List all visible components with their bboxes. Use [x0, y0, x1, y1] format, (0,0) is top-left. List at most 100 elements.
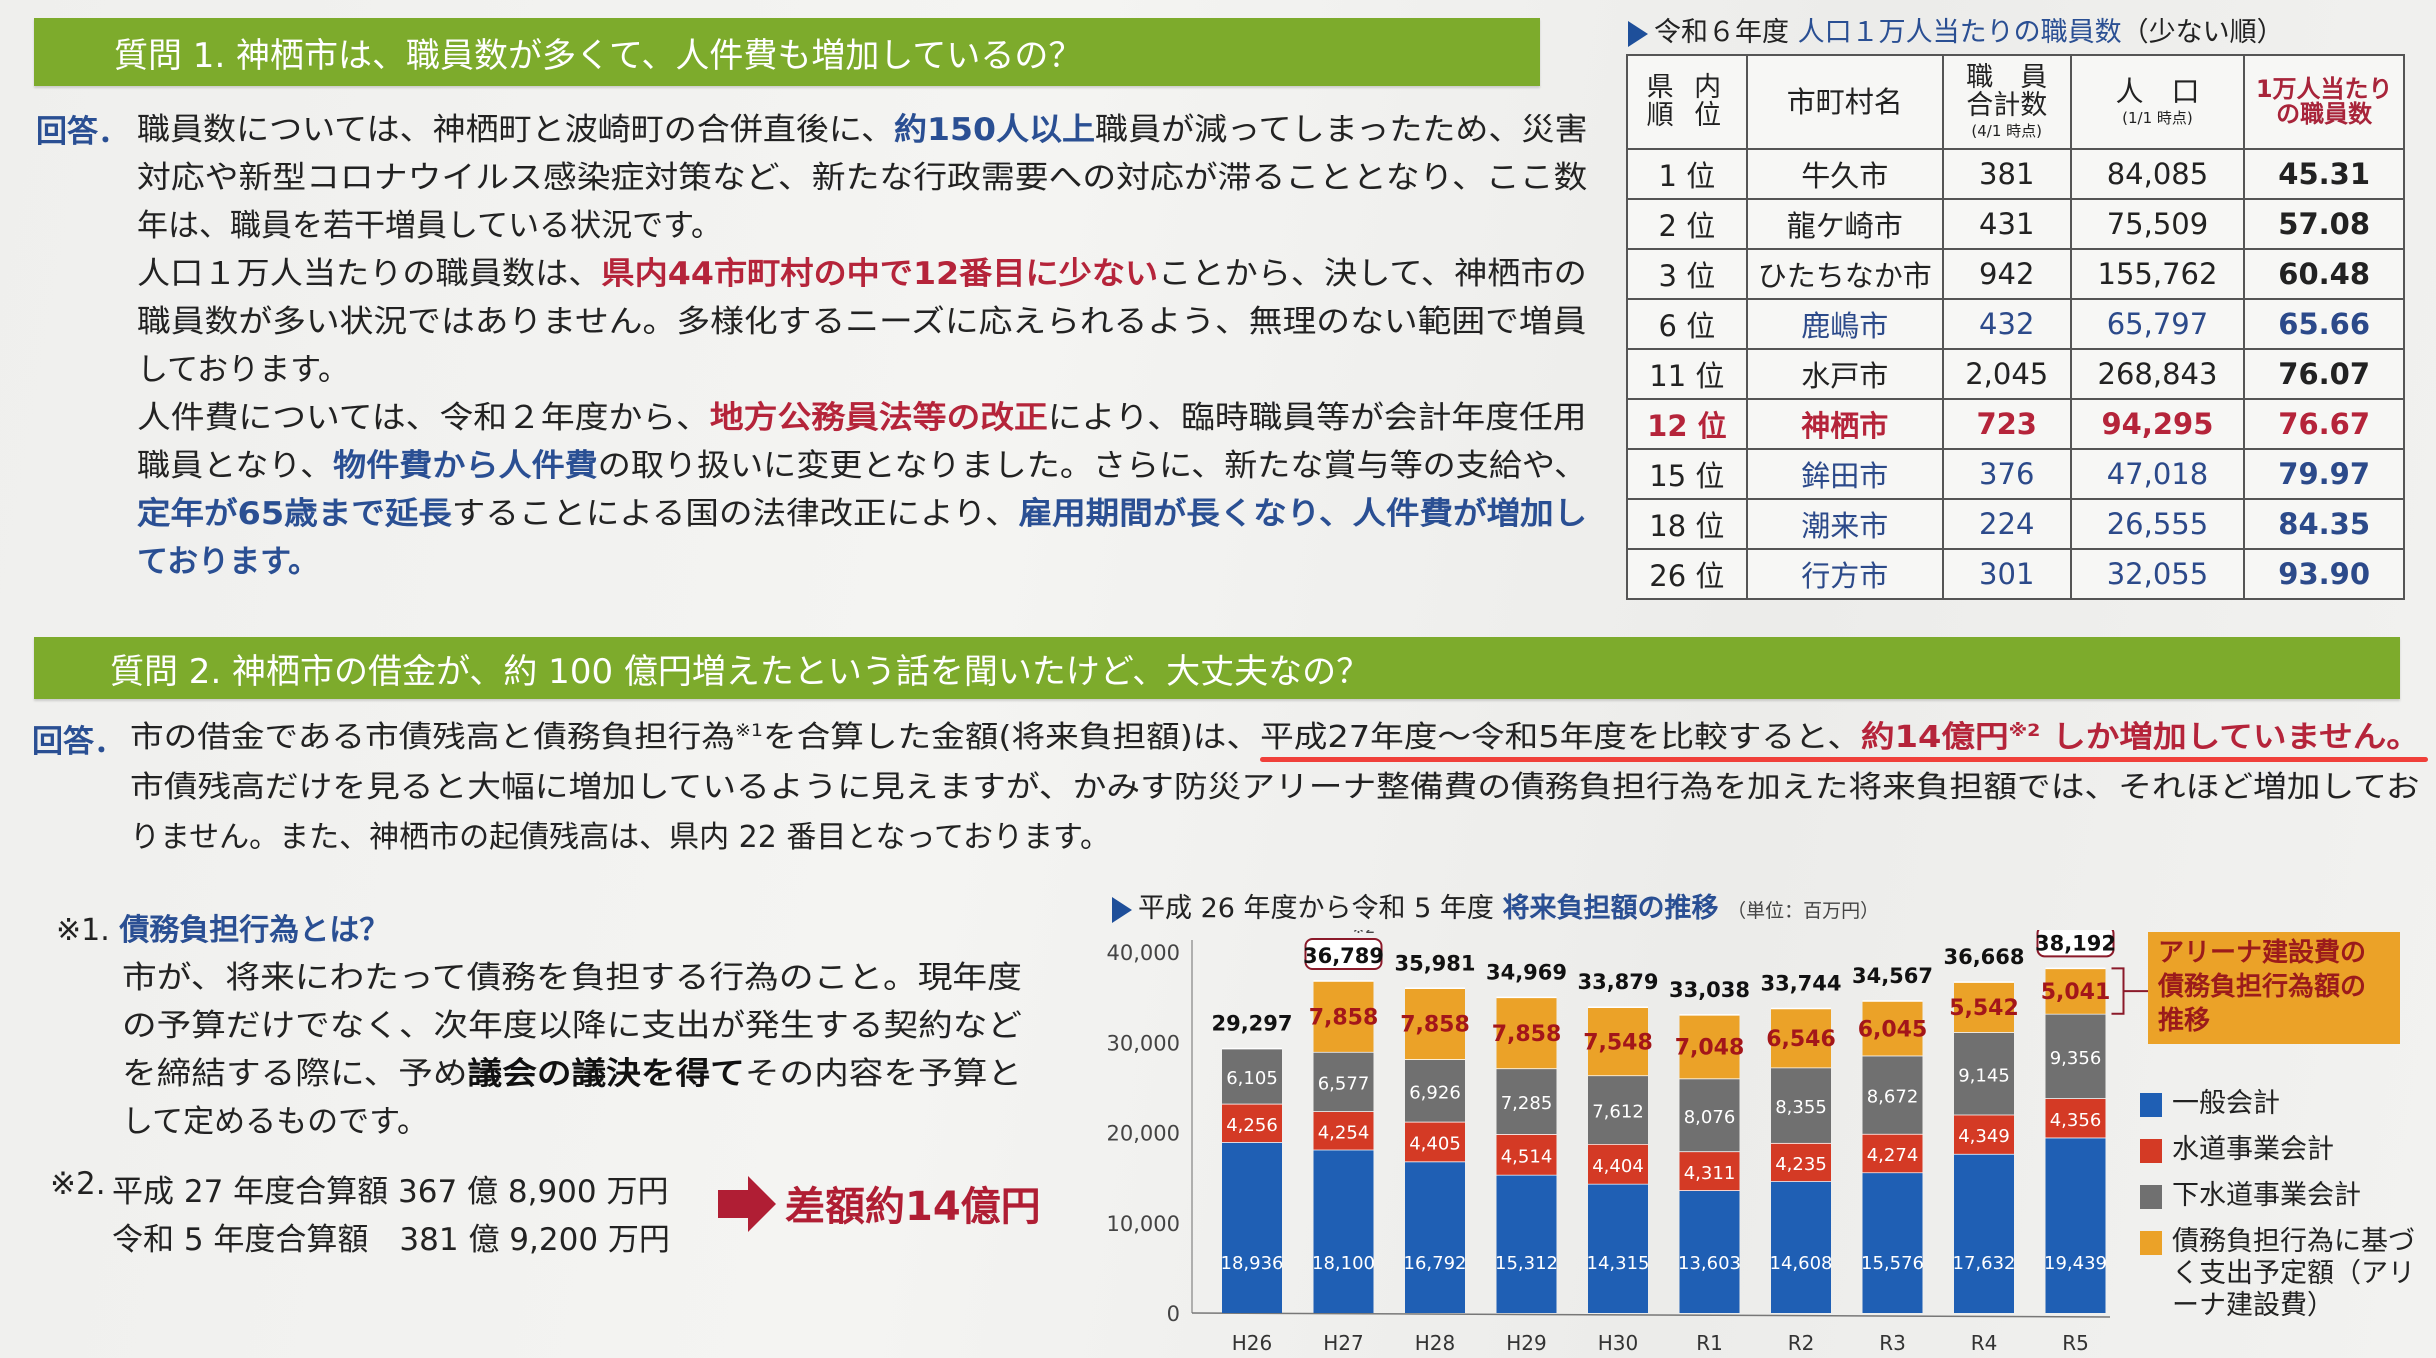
text-line: 年は、職員を若干増員している状況です。: [137, 200, 722, 245]
bar-total-label: 34,969: [1486, 960, 1567, 984]
bar-segment: [1496, 1174, 1557, 1313]
text-line: 平成 27 年度合算額 367 億 8,900 万円: [112, 1166, 669, 1211]
x-tick-label: R3: [1879, 1331, 1906, 1355]
bar-segment: [1313, 980, 1374, 1052]
bar-total-label: 34,567: [1852, 964, 1933, 988]
table-row: 3 位ひたちなか市 942 155,762 60.48: [1626, 248, 2405, 300]
table-title-prefix: 令和６年度: [1654, 17, 1789, 48]
bar-segment: [1954, 1032, 2014, 1115]
text-segment: の予算だけでなく、次年度以降に支出が発生する契約など: [122, 1008, 1022, 1044]
cell-staff: 301: [1941, 548, 2072, 600]
segment-value-label: 9,145: [1958, 1065, 2010, 1086]
segment-value-label: 7,612: [1592, 1102, 1644, 1123]
cell-population: 26,555: [2069, 498, 2246, 550]
segment-value-label: 15,576: [1861, 1253, 1924, 1274]
text-segment: の取り扱いに変更となりました。さらに、新たな賞与等の支給や、: [597, 448, 1588, 484]
table-row: 15 位鉾田市 376 47,018 79.97: [1626, 448, 2405, 500]
segment-value-label: 4,349: [1958, 1126, 2010, 1147]
text-segment: 年は、職員を若干増員している状況です。: [137, 208, 722, 244]
cell-staff: 431: [1941, 198, 2072, 250]
cell-name: 鉾田市: [1745, 448, 1944, 500]
bar-total-label: 33,744: [1760, 971, 1841, 995]
x-tick-label: H30: [1598, 1331, 1639, 1355]
right-arrow-icon: [718, 1176, 776, 1232]
red-underline: [1260, 757, 2428, 762]
cell-rank: 3 位: [1626, 248, 1748, 300]
segment-value-label: 7,858: [1492, 1022, 1562, 1047]
cell-per: 65.66: [2243, 298, 2405, 350]
bar-segment: [1679, 1151, 1740, 1191]
cell-staff: 2,045: [1941, 348, 2072, 400]
bar-total-label: 35,981: [1394, 951, 1475, 975]
total-footnote-mark: ※2: [1352, 930, 1376, 937]
segment-value-label: 14,315: [1587, 1253, 1650, 1274]
total-highlight-box: [2036, 930, 2115, 958]
cell-population: 268,843: [2069, 348, 2246, 400]
text-line: 人口１万人当たりの職員数は、県内44市町村の中で12番目に少ないことから、決して…: [137, 248, 1587, 293]
text-segment: を締結する際に、予め: [122, 1056, 468, 1092]
cell-staff: 942: [1941, 248, 2072, 300]
text-line: 令和 5 年度合算額 381 億 9,200 万円: [112, 1214, 670, 1259]
highlighted-text: 約150人以上: [893, 112, 1096, 148]
legend-item: 水道事業会計: [2140, 1134, 2434, 1166]
note-1-title: ※1. 債務負担行為とは？: [56, 905, 389, 949]
bar-segment: [1222, 1048, 1282, 1104]
bar-segment: [1496, 1134, 1557, 1175]
segment-value-label: 4,274: [1867, 1145, 1919, 1166]
x-tick-label: H27: [1323, 1331, 1364, 1355]
cell-name: 龍ケ崎市: [1745, 198, 1944, 250]
segment-value-label: 4,254: [1318, 1122, 1370, 1143]
cell-staff: 723: [1941, 398, 2072, 450]
text-line: 職員数が多い状況ではありません。多様化するニーズに応えられるよう、無理のない範囲…: [137, 296, 1586, 341]
y-tick-label: 10,000: [1107, 1212, 1180, 1236]
cell-per: 93.90: [2243, 548, 2405, 600]
bar-total-label: 29,297: [1211, 1012, 1292, 1036]
question-2-title: 質問 2. 神栖市の借金が、約 100 億円増えたという話を聞いたけど、大丈夫な…: [110, 651, 1371, 692]
bar-segment: [1862, 1133, 1923, 1173]
text-line: 職員数については、神栖町と波崎町の合併直後に、約150人以上職員が減ってしまった…: [137, 104, 1587, 149]
bar-segment: [1679, 1014, 1740, 1079]
bar-segment: [1588, 1075, 1648, 1145]
bar-segment: [1405, 1121, 1465, 1162]
segment-value-label: 16,792: [1404, 1253, 1467, 1274]
bar-segment: [1588, 1144, 1648, 1184]
highlighted-text: 議会の議決を得て: [467, 1056, 745, 1092]
legend-label: 一般会計: [2172, 1088, 2280, 1119]
segment-value-label: 7,858: [1400, 1013, 1470, 1038]
text-line: を締結する際に、予め議会の議決を得てその内容を予算と: [122, 1048, 1022, 1093]
cell-rank: 26 位: [1626, 548, 1748, 600]
cell-population: 65,797: [2069, 298, 2246, 350]
text-line: の予算だけでなく、次年度以降に支出が発生する契約など: [122, 1000, 1022, 1045]
cell-rank: 6 位: [1626, 298, 1748, 350]
total-highlight-box: [1304, 937, 1383, 970]
cell-staff: 376: [1941, 448, 2072, 500]
chart-title-main: 将来負担額の推移: [1502, 893, 1719, 924]
bar-segment: [1771, 1008, 1831, 1068]
note-1-label: ※1.: [56, 913, 110, 948]
x-tick-label: R2: [1788, 1331, 1815, 1355]
segment-value-label: 6,105: [1226, 1068, 1278, 1089]
table-title-suffix: （少ない順）: [2121, 17, 2284, 48]
segment-value-label: 7,548: [1583, 1030, 1653, 1055]
bar-segment: [1313, 1111, 1374, 1150]
cell-name: 行方市: [1745, 548, 1944, 600]
bar-segment: [1954, 1114, 2014, 1154]
cell-population: 75,509: [2069, 198, 2246, 250]
bar-segment: [1954, 982, 2014, 1033]
highlighted-text: 定年が65歳まで延長: [137, 496, 452, 532]
highlighted-text: 約14億円: [1860, 720, 2009, 755]
bar-total-label: 33,879: [1577, 970, 1658, 994]
cell-name: 鹿嶋市: [1745, 298, 1944, 350]
text-line: 市債残高だけを見ると大幅に増加しているように見えますが、かみす防災アリーナ整備費…: [130, 762, 2420, 806]
x-tick-label: R5: [2062, 1331, 2089, 1355]
x-axis: [1191, 1312, 2111, 1318]
cell-staff: 224: [1941, 498, 2072, 550]
x-tick-label: H29: [1506, 1331, 1547, 1355]
highlighted-text: 平成27年度～令和5年度を比較すると、: [1260, 720, 1861, 755]
segment-value-label: 7,858: [1309, 1005, 1379, 1030]
bar-segment: [1679, 1078, 1740, 1152]
table-row: 12 位神栖市 723 94,295 76.67: [1626, 398, 2405, 450]
bar-segment: [1496, 1068, 1557, 1135]
segment-value-label: 4,514: [1501, 1146, 1553, 1167]
cell-per: 84.35: [2243, 498, 2405, 550]
